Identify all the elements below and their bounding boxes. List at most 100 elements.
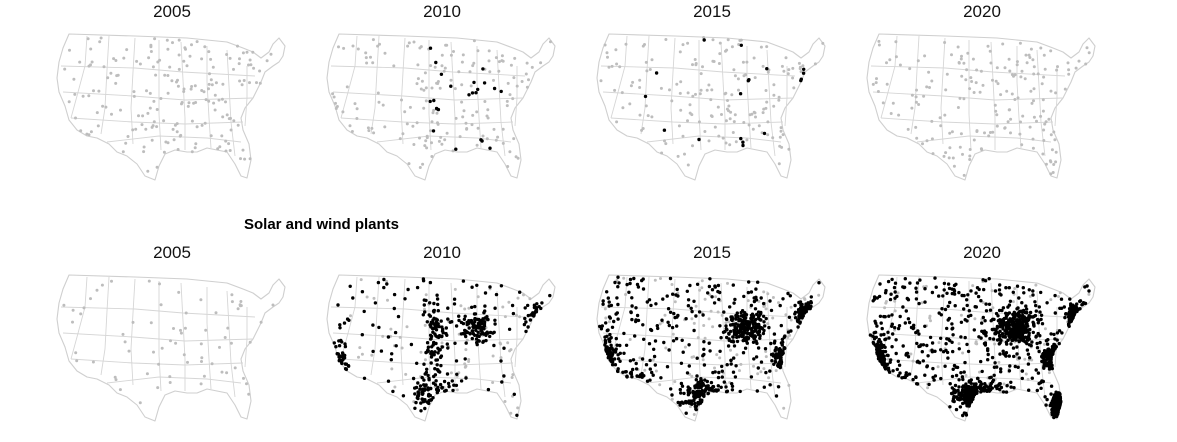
plant-dot-existing <box>702 36 706 39</box>
plant-dot-new <box>702 38 706 42</box>
plant-dot-existing <box>784 56 788 60</box>
plant-dot-existing <box>423 307 426 311</box>
plant-dot-new <box>781 351 785 355</box>
plant-dot-existing <box>271 303 275 307</box>
plant-dot-existing <box>78 60 82 64</box>
plant-dot-existing <box>645 69 649 73</box>
plant-dot-new <box>1052 393 1057 397</box>
plant-dot-existing <box>956 45 960 49</box>
plant-dot-new <box>725 363 729 367</box>
plant-dot-existing <box>765 100 769 104</box>
plant-dot-new <box>893 326 897 330</box>
plant-dot-existing <box>694 92 697 96</box>
plant-dot-existing <box>524 72 528 76</box>
plant-dot-existing <box>377 100 381 104</box>
plant-dot-new <box>951 326 955 330</box>
plant-dot-existing <box>89 63 92 67</box>
plant-dot-new <box>754 339 758 344</box>
plant-dot-existing <box>247 392 251 396</box>
plant-dot-new <box>1049 363 1054 367</box>
plant-dot-existing <box>990 289 994 293</box>
plant-dot-new <box>759 360 764 364</box>
plant-dot-new <box>948 405 952 409</box>
plant-dot-new <box>760 326 764 331</box>
plant-dot-new <box>631 358 636 362</box>
plant-dot-existing <box>225 53 229 56</box>
plant-dot-new <box>930 350 935 354</box>
plant-dot-existing <box>459 304 463 308</box>
plant-dot-new <box>681 401 685 405</box>
state-border <box>476 46 482 149</box>
plant-dot-new <box>1015 345 1019 349</box>
plant-dot-new <box>488 285 492 289</box>
plant-dot-existing <box>875 77 878 81</box>
plant-dot-new <box>750 320 754 324</box>
plant-dot-existing <box>1013 287 1017 290</box>
plant-dot-new <box>915 281 920 285</box>
plant-dot-new <box>1005 384 1009 388</box>
plant-dot-new <box>628 281 632 286</box>
plant-dot-existing <box>735 353 739 357</box>
plant-dot-existing <box>1003 66 1007 70</box>
plant-dot-existing <box>248 58 252 62</box>
plant-dot-new <box>636 318 641 323</box>
plant-dot-existing <box>137 114 140 118</box>
plant-dot-existing <box>608 320 611 324</box>
plant-dot-existing <box>943 41 947 44</box>
plant-dot-existing <box>421 162 425 166</box>
plant-dot-new <box>335 352 340 356</box>
plant-dot-new <box>782 346 786 351</box>
plant-dot-new <box>749 375 754 379</box>
plant-dot-new <box>930 341 935 345</box>
plant-dot-new <box>641 287 646 291</box>
plant-dot-new <box>606 356 610 360</box>
plant-dot-new <box>1027 343 1032 347</box>
state-border <box>600 65 796 77</box>
plant-dot-existing <box>152 350 155 354</box>
plant-dot-new <box>887 336 891 340</box>
plant-dot-new <box>425 320 429 324</box>
plant-dot-new <box>462 317 467 321</box>
plant-dot-existing <box>786 335 790 339</box>
plant-dot-existing <box>500 54 504 58</box>
plant-dot-new <box>991 337 996 341</box>
plant-dot-existing <box>127 349 131 353</box>
plant-dot-existing <box>957 342 961 346</box>
plant-dot-new <box>768 383 772 387</box>
plant-dot-existing <box>929 319 932 323</box>
plant-dot-existing <box>195 40 199 44</box>
plant-dot-new <box>1032 324 1036 328</box>
plant-dot-existing <box>71 308 75 312</box>
plant-dot-new <box>382 285 386 290</box>
plant-dot-existing <box>702 324 706 327</box>
plant-dot-new <box>642 374 646 378</box>
plant-dot-new <box>518 290 522 294</box>
plant-dot-new <box>342 321 347 325</box>
plant-dot-existing <box>423 358 427 362</box>
plant-dot-existing <box>376 44 380 48</box>
state-border <box>880 117 1054 125</box>
plant-dot-new <box>744 339 748 343</box>
plant-dot-existing <box>217 98 221 102</box>
plant-dot-new <box>730 384 735 388</box>
plant-dot-existing <box>1053 138 1057 142</box>
plant-dot-new <box>695 282 700 286</box>
plant-dot-existing <box>331 92 335 96</box>
plant-dot-new <box>1052 407 1056 411</box>
plant-dot-new <box>734 332 738 337</box>
plant-dot-new <box>752 357 756 361</box>
state-border <box>376 135 512 143</box>
plant-dot-existing <box>928 86 931 89</box>
plant-dot-new <box>437 324 441 329</box>
plant-dot-existing <box>621 106 625 110</box>
plant-dot-new <box>718 290 722 295</box>
plant-dot-new <box>424 298 428 303</box>
plant-dot-new <box>888 360 892 364</box>
plant-dot-existing <box>629 84 633 88</box>
plant-dot-existing <box>897 113 901 117</box>
plant-dot-new <box>1047 352 1051 356</box>
plant-dot-existing <box>365 295 369 299</box>
plant-dot-existing <box>471 113 475 117</box>
plant-dot-existing <box>372 131 376 135</box>
plant-dot-existing <box>423 71 427 75</box>
